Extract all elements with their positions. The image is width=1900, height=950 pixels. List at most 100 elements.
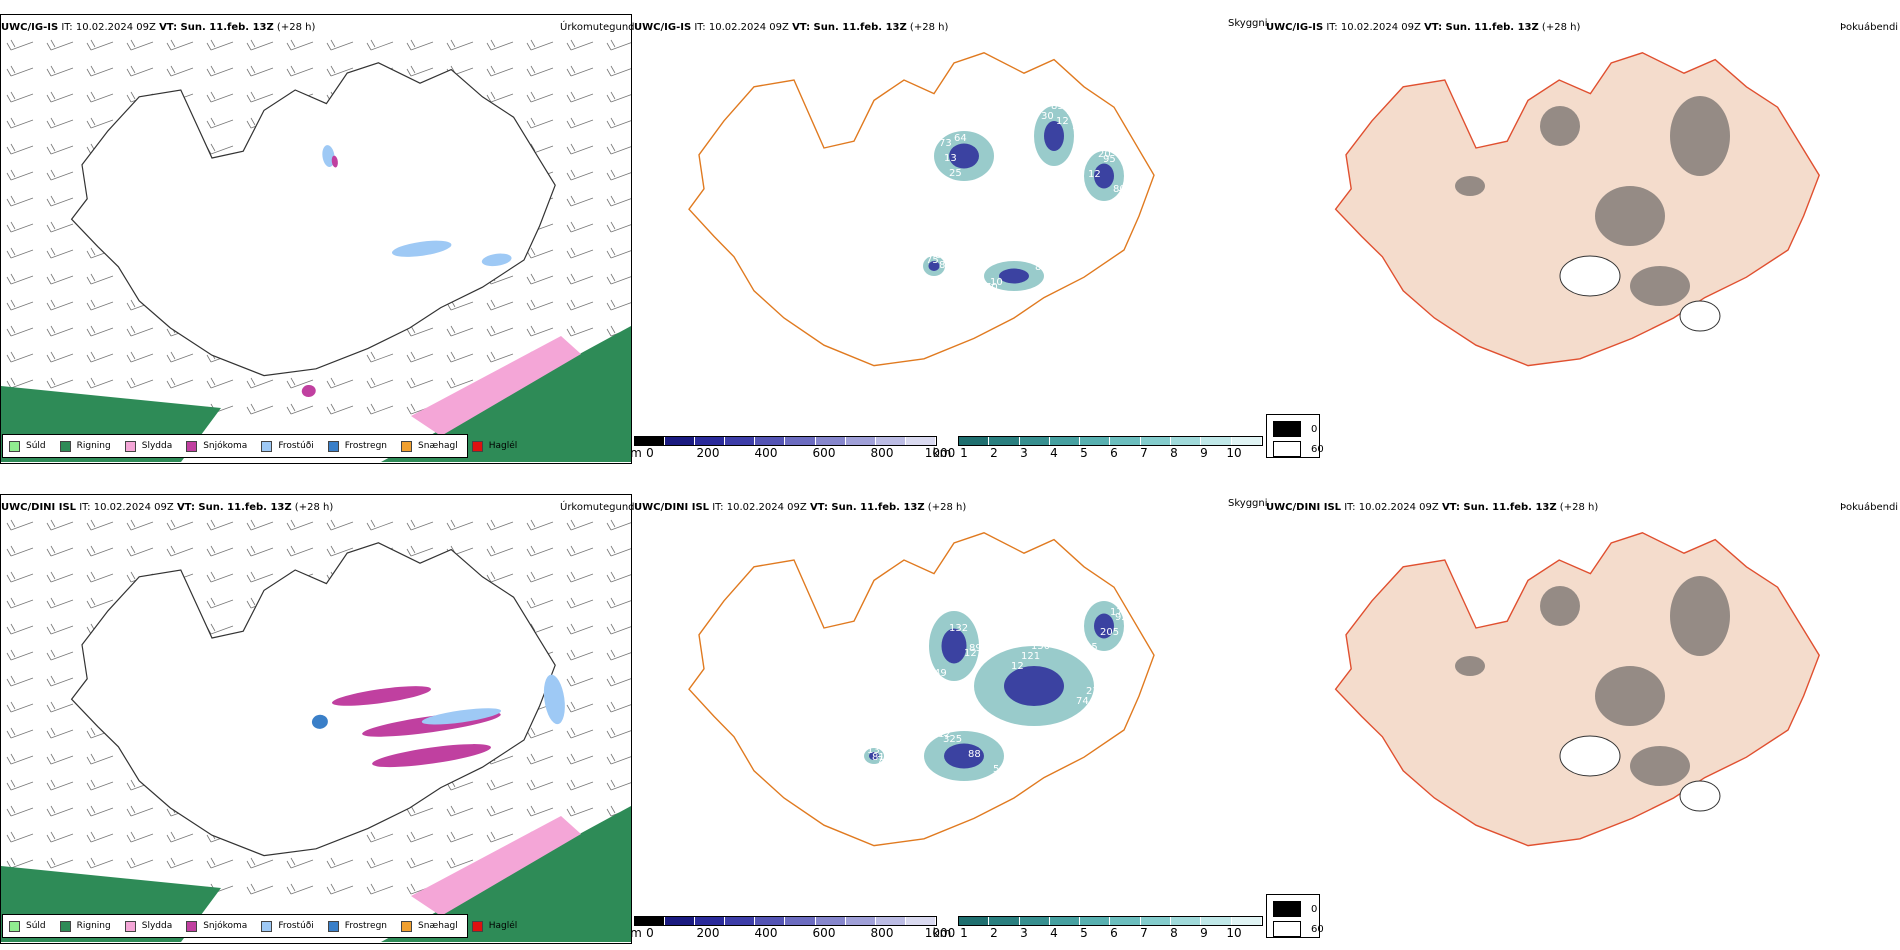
wind-barb [86, 831, 114, 843]
wind-barb [6, 545, 34, 557]
wind-barb [86, 117, 114, 129]
fog-legend-row: 60 [1273, 921, 1324, 937]
wind-barb [486, 519, 514, 531]
wind-barb [406, 65, 434, 77]
panel-name-precip: Úrkomutegund [560, 22, 635, 33]
wind-barb [566, 169, 594, 181]
legend-swatch [59, 440, 71, 452]
wind-barb [566, 519, 594, 531]
tick-label: 200 [696, 926, 720, 940]
colorbar-segment [1140, 917, 1172, 925]
panel-name-visibility: Skyggni [1228, 18, 1268, 29]
panel-title: UWC/DINI ISL IT: 10.02.2024 09Z VT: Sun.… [1, 502, 333, 514]
wind-barb [6, 351, 34, 363]
wind-barb [326, 545, 354, 557]
tick-label: 1000 [924, 926, 956, 940]
wind-barb [526, 299, 554, 311]
wind-barb [46, 169, 74, 181]
legend-label: Rigning [76, 441, 111, 451]
wind-barb [526, 247, 554, 259]
wind-barb [46, 519, 74, 531]
colorbar-segment [815, 917, 846, 925]
precip-area [421, 708, 502, 725]
wind-barb [326, 39, 354, 51]
tick-label: 1 [960, 926, 968, 940]
colorbar-segment [1201, 917, 1232, 925]
wind-barb [46, 325, 74, 337]
wind-barb [446, 377, 474, 389]
model-name: UWC/DINI ISL [634, 502, 710, 513]
wind-barb [566, 701, 594, 713]
wind-barb [86, 299, 114, 311]
ceiling-value-label: 88 [968, 749, 981, 760]
tick-label: 7 [1140, 446, 1148, 460]
wind-barb [6, 519, 34, 531]
ceiling-unit: m [630, 446, 642, 460]
fog-legend-row: 60 [1273, 441, 1324, 457]
lead-time: (+28 h) [294, 502, 334, 513]
wind-barb [6, 143, 34, 155]
ceiling-value-label: 17 [1110, 607, 1123, 618]
panel-title: UWC/DINI ISL IT: 10.02.2024 09Z VT: Sun.… [1266, 502, 1598, 514]
wind-barb [126, 39, 154, 51]
valid-time: VT: Sun. 11.feb. 13Z [792, 22, 907, 33]
wind-barb [46, 117, 74, 129]
wind-barb [366, 39, 394, 51]
wind-barb [46, 65, 74, 77]
lead-time: (+28 h) [1541, 22, 1581, 33]
low-ceiling-area [1094, 163, 1114, 189]
ceiling-value-label: 77 [877, 755, 890, 766]
ceiling-value-label: 12 [1088, 169, 1101, 180]
legend-label: Frostúði [278, 921, 314, 931]
wind-barb [46, 91, 74, 103]
legend-swatch [9, 920, 20, 932]
wind-barb [46, 273, 74, 285]
colorbar-segment [635, 917, 666, 925]
visibility-map: 10 12 93 92 81 12 74 325 205 77 132 121 88 25 20 49 239 5… [688, 532, 1155, 847]
wind-barb [406, 39, 434, 51]
wind-barb [606, 65, 631, 77]
low-ceiling-area [1044, 121, 1064, 151]
fog-swatch [1273, 441, 1301, 457]
ceiling-value-label: 87 [939, 260, 952, 271]
init-time: IT: 10.02.2024 09Z [694, 22, 789, 33]
legend-swatch [471, 920, 483, 932]
wind-barb [406, 377, 434, 389]
wind-barb [206, 65, 234, 77]
visibility-colorbar-ticks: km 1 2 3 4 5 6 7 8 9 10 [933, 446, 1270, 462]
lead-time: (+28 h) [276, 22, 316, 33]
ceiling-value-label: 92 [1115, 612, 1128, 623]
wind-barb [46, 195, 74, 207]
tick-label: 0 [646, 446, 654, 460]
wind-barb [326, 403, 354, 415]
fog-index-area [1455, 176, 1485, 196]
precip-type-map [1, 39, 631, 462]
colorbar-segment [665, 917, 696, 925]
wind-barb [206, 91, 234, 103]
tick-label: 5 [1080, 446, 1088, 460]
wind-barb [606, 143, 631, 155]
wind-barb [366, 857, 394, 869]
colorbar-segment [1231, 917, 1262, 925]
tick-label: 6 [1110, 926, 1118, 940]
legend-label: Snjókoma [203, 441, 248, 451]
colorbar-segment [1080, 437, 1111, 445]
legend-label: Slydda [141, 921, 173, 931]
legend-swatch [124, 440, 136, 452]
legend-label: Slydda [141, 441, 173, 451]
wind-barb [6, 273, 34, 285]
wind-barb [246, 39, 274, 51]
wind-barb [606, 39, 631, 51]
ceiling-value-label: 93 [998, 769, 1011, 780]
fog-label: 0 [1311, 903, 1318, 915]
wind-barb [86, 597, 114, 609]
ceiling-value-label: 25 [949, 168, 962, 179]
low-ceiling-area [1094, 613, 1114, 639]
colorbar-segment [1049, 917, 1081, 925]
ceiling-value-label: 205 [1100, 627, 1119, 638]
colorbar-segment [905, 917, 936, 925]
legend-item: Snæhagl [401, 920, 458, 932]
legend-label: Haglél [488, 441, 518, 451]
wind-barb [606, 753, 631, 765]
wind-barb [606, 169, 631, 181]
